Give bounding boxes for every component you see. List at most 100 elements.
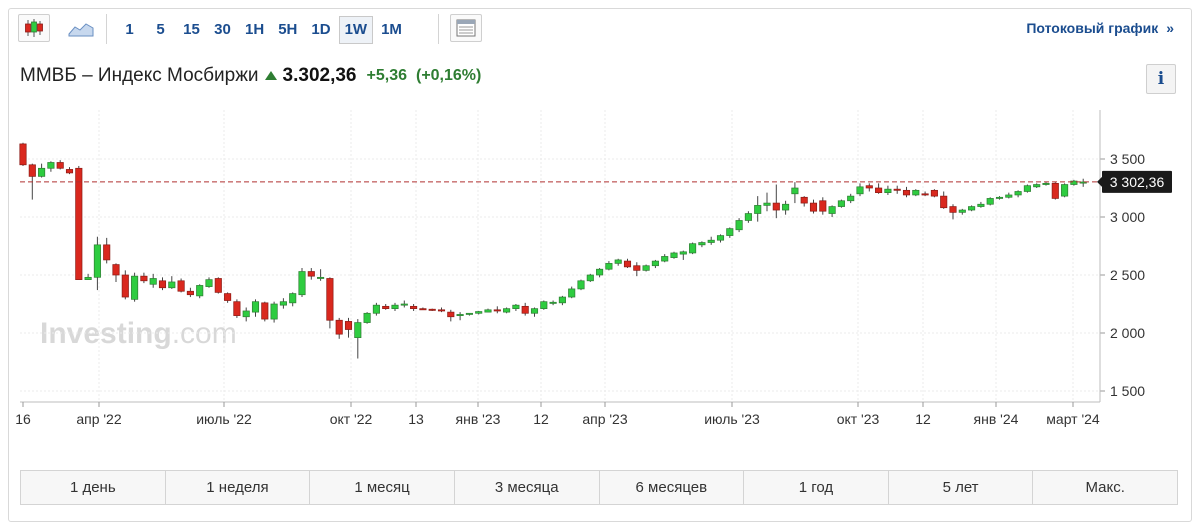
current-price-badge: [1102, 170, 1172, 193]
candle-body: [307, 271, 315, 277]
candle-body: [596, 268, 604, 276]
toolbar-divider: [438, 14, 439, 44]
candle-body: [772, 202, 780, 211]
candle-body: [279, 301, 287, 306]
candle-body: [1005, 194, 1013, 198]
time-range-selector: 1 день 1 неделя 1 месяц 3 месяца 6 месяц…: [20, 470, 1178, 505]
candle-body: [1014, 191, 1022, 196]
candle-body: [930, 189, 938, 197]
candle-body: [475, 311, 483, 314]
y-tick-label: 2 000: [1110, 325, 1145, 341]
candle-body: [112, 264, 120, 276]
candle-body: [224, 293, 232, 301]
interval-1m[interactable]: 1M: [381, 21, 402, 38]
candle-body: [949, 206, 957, 213]
candle-body: [698, 242, 706, 246]
candle-body: [986, 198, 994, 205]
range-1-month[interactable]: 1 месяц: [310, 471, 455, 504]
table-icon[interactable]: [450, 14, 482, 42]
candle-body: [707, 239, 715, 243]
interval-selector: 1 5 15 30 1H 5H 1D 1W 1M: [115, 16, 410, 44]
candle-body: [1061, 184, 1069, 197]
x-tick-label: янв '23: [456, 411, 501, 427]
candle-body: [186, 290, 194, 296]
candle-body: [586, 274, 594, 282]
interval-1d[interactable]: 1D: [311, 21, 331, 38]
candle-body: [456, 314, 464, 316]
candle-body: [577, 280, 585, 290]
candle-body: [372, 304, 380, 314]
candle-body: [131, 275, 139, 300]
candle-body: [251, 301, 260, 313]
candle-body: [103, 244, 111, 261]
candle-body: [995, 196, 1004, 199]
interval-5h[interactable]: 5H: [278, 21, 298, 38]
interval-30[interactable]: 30: [214, 21, 231, 38]
candle-body: [233, 301, 241, 316]
last-price: 3.302,36: [282, 65, 357, 86]
interval-15[interactable]: 15: [183, 21, 200, 38]
candle-body: [289, 293, 297, 304]
range-5-years[interactable]: 5 лет: [889, 471, 1034, 504]
x-tick-label: июль '22: [196, 411, 252, 427]
range-6-months[interactable]: 6 месяцев: [600, 471, 745, 504]
x-tick-label: апр '23: [582, 411, 628, 427]
range-1-day[interactable]: 1 день: [21, 471, 166, 504]
stream-chart-link[interactable]: Потоковый график »: [1026, 20, 1174, 36]
y-tick-label: 3 000: [1110, 209, 1145, 225]
candle-body: [326, 278, 334, 321]
candle-body: [28, 164, 36, 177]
candle-body: [1051, 183, 1059, 199]
toolbar-divider: [106, 14, 107, 44]
interval-1w[interactable]: 1W: [338, 16, 374, 44]
candle-body: [363, 312, 371, 323]
candle-body: [38, 167, 46, 177]
candle-body: [847, 195, 855, 202]
x-tick-label: 16: [15, 411, 31, 427]
y-tick-label: 3 500: [1110, 151, 1145, 167]
candle-body: [56, 162, 64, 169]
candle-body: [809, 202, 818, 212]
candle-body: [549, 301, 557, 304]
area-chart-icon[interactable]: [64, 14, 98, 42]
info-button[interactable]: i: [1146, 64, 1176, 94]
interval-5[interactable]: 5: [156, 21, 165, 38]
candlestick-icon[interactable]: [18, 14, 50, 42]
instrument-name: ММВБ – Индекс Мосбиржи: [20, 65, 259, 86]
candle-body: [1042, 183, 1050, 185]
y-tick-label: 2 500: [1110, 267, 1145, 283]
range-3-months[interactable]: 3 месяца: [455, 471, 600, 504]
candle-body: [837, 200, 845, 207]
candle-body: [270, 303, 278, 320]
candle-body: [893, 188, 901, 191]
candle-body: [744, 213, 752, 221]
stream-chart-label: Потоковый график: [1026, 20, 1159, 36]
range-1-year[interactable]: 1 год: [744, 471, 889, 504]
candle-body: [819, 200, 827, 212]
instrument-header: ММВБ – Индекс Мосбиржи 3.302,36 +5,36 (+…: [20, 62, 481, 90]
candle-body: [884, 188, 892, 193]
candle-body: [391, 304, 399, 309]
candle-body: [968, 206, 976, 211]
candle-body: [605, 263, 613, 270]
interval-1[interactable]: 1: [125, 21, 134, 38]
x-tick-label: 12: [915, 411, 931, 427]
candle-body: [670, 252, 678, 258]
candle-body: [726, 228, 734, 236]
candle-body: [623, 260, 632, 268]
candle-body: [568, 288, 576, 298]
candle-body: [484, 309, 492, 313]
candle-body: [261, 302, 269, 320]
candle-body: [530, 308, 539, 314]
y-tick-label: 1 500: [1110, 383, 1145, 399]
candle-body: [735, 220, 743, 231]
up-arrow-icon: [264, 70, 277, 80]
interval-1h[interactable]: 1H: [245, 21, 265, 38]
candle-body: [716, 235, 725, 241]
range-1-week[interactable]: 1 неделя: [166, 471, 311, 504]
current-price-badge-pointer: [1097, 176, 1102, 187]
candle-body: [465, 312, 473, 315]
range-max[interactable]: Макс.: [1085, 479, 1125, 496]
candle-body: [75, 167, 83, 280]
